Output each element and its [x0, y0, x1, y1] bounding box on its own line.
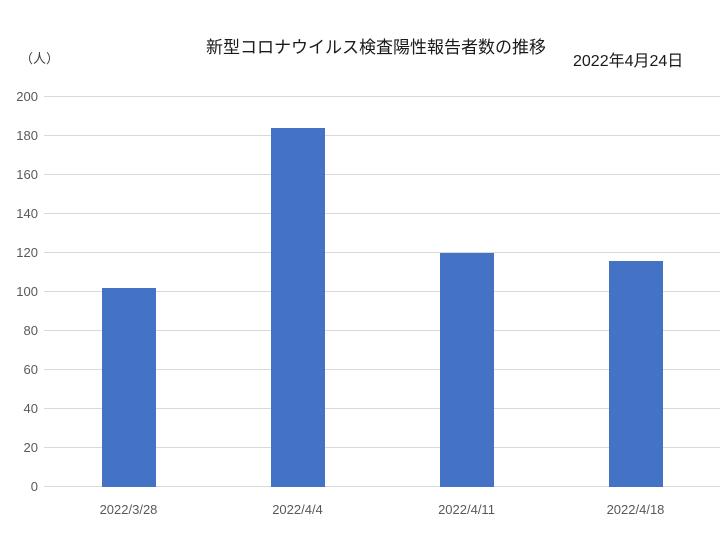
gridline	[44, 252, 720, 253]
y-axis-tick-label: 20	[23, 440, 38, 455]
x-axis-tick-label: 2022/4/11	[438, 502, 495, 517]
y-axis-unit-label: （人）	[20, 51, 60, 66]
gridline	[44, 330, 720, 331]
y-axis-tick-label: 120	[16, 245, 38, 260]
gridline	[44, 369, 720, 370]
y-axis-tick-label: 40	[23, 401, 38, 416]
bar	[101, 288, 156, 487]
y-axis-tick-label: 0	[30, 479, 38, 494]
gridline	[44, 291, 720, 292]
gridline	[44, 135, 720, 136]
gridline	[44, 213, 720, 214]
y-axis-tick-label: 80	[23, 323, 38, 338]
y-axis-tick-label: 160	[16, 167, 38, 182]
y-axis-tick-label: 60	[23, 362, 38, 377]
chart-title: 新型コロナウイルス検査陽性報告者数の推移	[206, 38, 546, 57]
y-axis-tick-label: 140	[16, 206, 38, 221]
report-date-label: 2022年4月24日	[573, 53, 684, 70]
gridline	[44, 408, 720, 409]
y-axis-tick-label: 100	[16, 284, 38, 299]
plot-area	[44, 96, 720, 487]
gridline	[44, 96, 720, 97]
gridline	[44, 447, 720, 448]
y-axis-tick-label: 200	[16, 89, 38, 104]
bar	[608, 260, 663, 487]
gridline	[44, 486, 720, 487]
x-axis-tick-label: 2022/4/18	[606, 502, 665, 517]
gridline	[44, 174, 720, 175]
bar	[270, 128, 325, 487]
x-axis-tick-label: 2022/3/28	[99, 502, 158, 517]
bar	[439, 253, 494, 487]
x-axis-tick-label: 2022/4/4	[272, 502, 323, 517]
y-axis-tick-label: 180	[16, 128, 38, 143]
